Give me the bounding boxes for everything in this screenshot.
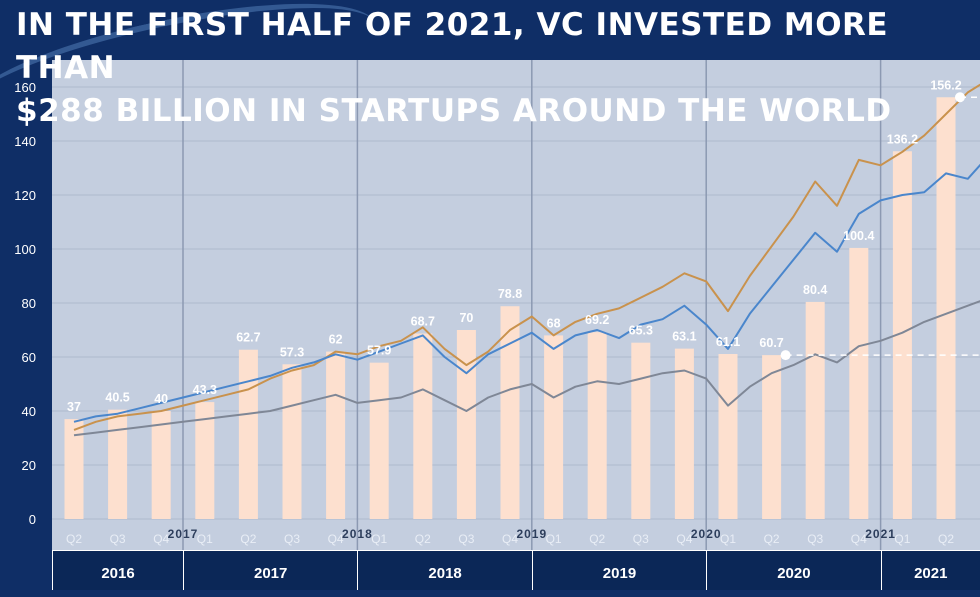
bar xyxy=(151,411,171,519)
headline-line-2: $288 BILLION IN STARTUPS AROUND THE WORL… xyxy=(16,93,892,129)
year-label-2016: 2016 xyxy=(52,551,183,590)
inner-year-label: 2020 xyxy=(691,527,722,541)
quarter-tick-label: Q3 xyxy=(633,532,649,546)
quarter-tick-label: Q4 xyxy=(676,532,692,546)
bar xyxy=(64,419,84,519)
quarter-tick-label: Q2 xyxy=(764,532,780,546)
bar-value-label: 61.1 xyxy=(716,335,740,349)
bar xyxy=(108,409,128,519)
bar xyxy=(718,354,738,519)
y-tick-label: 100 xyxy=(14,242,36,257)
inner-year-label: 2018 xyxy=(342,527,373,541)
quarter-tick-label: Q1 xyxy=(720,532,736,546)
bar xyxy=(892,151,912,519)
year-label-2017: 2017 xyxy=(183,551,357,590)
y-tick-label: 80 xyxy=(22,296,36,311)
bar xyxy=(631,342,651,519)
quarter-tick-label: Q2 xyxy=(240,532,256,546)
marker-dot xyxy=(955,92,965,103)
quarter-tick-label: Q4 xyxy=(851,532,867,546)
bar xyxy=(849,247,869,520)
bar-value-label: 37 xyxy=(67,400,81,414)
year-axis-band: 2016 2017 2018 2019 2020 2021 xyxy=(52,550,980,590)
quarter-tick-label: Q3 xyxy=(458,532,474,546)
bar-value-label: 43.3 xyxy=(193,383,217,397)
bar-value-label: 65.3 xyxy=(629,324,653,338)
quarter-tick-label: Q4 xyxy=(328,532,344,546)
quarter-tick-label: Q3 xyxy=(110,532,126,546)
bar xyxy=(936,97,956,519)
inner-year-label: 2021 xyxy=(865,527,896,541)
quarter-tick-label: Q2 xyxy=(589,532,605,546)
bar xyxy=(195,402,215,519)
bar-value-label: 57.3 xyxy=(280,345,304,359)
bar-value-label: 62 xyxy=(329,333,343,347)
bar-value-label: 57.9 xyxy=(367,344,391,358)
year-label-2020: 2020 xyxy=(706,551,880,590)
quarter-tick-label: Q2 xyxy=(66,532,82,546)
bar-value-label: 40 xyxy=(154,392,168,406)
bar xyxy=(500,306,520,519)
y-tick-label: 160 xyxy=(14,80,36,95)
year-label-2018: 2018 xyxy=(357,551,531,590)
quarter-tick-label: Q2 xyxy=(938,532,954,546)
bar-labels: 37 40.5 40 43.3 62.7 57.3 62 57.9 68.7 70 78.8 68 69… xyxy=(67,78,962,414)
bar-value-label: 78.8 xyxy=(498,287,522,301)
axes: 0 20 40 60 80 100 120 140 160 Q2 Q3 Q4 Q1 Q2 Q3 Q4 Q1 Q2 Q… xyxy=(14,80,954,546)
quarter-tick-label: Q4 xyxy=(502,532,518,546)
bar-value-label: 156.2 xyxy=(930,78,961,92)
bar xyxy=(282,364,302,519)
quarter-tick-label: Q3 xyxy=(807,532,823,546)
bar-value-label: 68.7 xyxy=(411,315,435,329)
headline-line-1: IN THE FIRST HALF OF 2021, VC INVESTED M… xyxy=(16,7,889,86)
y-tick-label: 0 xyxy=(29,512,36,527)
bar-value-label: 68 xyxy=(547,316,561,330)
bar-value-label: 100.4 xyxy=(843,229,874,243)
gray-line xyxy=(73,300,980,437)
bar xyxy=(587,332,607,519)
y-tick-label: 140 xyxy=(14,134,36,149)
bar-value-label: 80.4 xyxy=(803,283,827,297)
quarter-tick-label: Q1 xyxy=(894,532,910,546)
quarter-tick-label: Q1 xyxy=(197,532,213,546)
bar xyxy=(326,351,346,519)
y-tick-label: 120 xyxy=(14,188,36,203)
bar-series xyxy=(64,97,956,520)
bar xyxy=(762,355,782,519)
bar-value-label: 40.5 xyxy=(105,391,129,405)
bar-value-label: 136.2 xyxy=(887,132,918,146)
quarter-tick-label: Q4 xyxy=(153,532,169,546)
y-tick-label: 60 xyxy=(22,350,36,365)
quarter-tick-label: Q2 xyxy=(415,532,431,546)
bar-value-label: 60.7 xyxy=(759,336,783,350)
orange-line xyxy=(73,83,980,431)
year-label-2019: 2019 xyxy=(531,551,706,590)
bar-value-label: 62.7 xyxy=(236,331,260,345)
bar xyxy=(674,348,694,519)
bar xyxy=(456,330,476,519)
quarter-tick-label: Q1 xyxy=(371,532,387,546)
bar xyxy=(238,349,258,519)
y-tick-label: 20 xyxy=(22,458,36,473)
y-tick-label: 40 xyxy=(22,404,36,419)
inner-year-label: 2017 xyxy=(168,527,199,541)
bar-value-label: 63.1 xyxy=(672,330,696,344)
bar xyxy=(805,301,825,519)
bar xyxy=(544,335,564,519)
inner-year-label: 2019 xyxy=(516,527,547,541)
year-label-2021: 2021 xyxy=(880,551,980,590)
bar-value-label: 69.2 xyxy=(585,313,609,327)
blue-line xyxy=(73,163,980,423)
line-series xyxy=(73,83,980,437)
chart-headline: IN THE FIRST HALF OF 2021, VC INVESTED M… xyxy=(16,4,976,133)
quarter-tick-label: Q3 xyxy=(284,532,300,546)
bar-value-label: 70 xyxy=(459,311,473,325)
quarter-tick-label: Q1 xyxy=(546,532,562,546)
bar xyxy=(413,333,433,519)
bar xyxy=(369,362,389,519)
marker-dot xyxy=(780,350,791,361)
